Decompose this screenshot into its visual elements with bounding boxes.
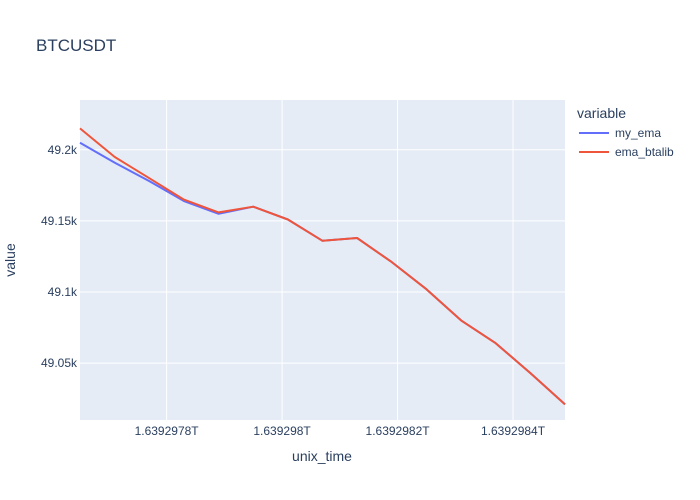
y-tick-label: 49.15k [41, 214, 78, 228]
y-tick-labels: 49.05k 49.1k 49.15k 49.2k [41, 143, 78, 370]
series-line-ema-btalib[interactable] [79, 127, 566, 406]
x-tick-labels: 1.6392978T 1.639298T 1.6392982T 1.6392984T [135, 424, 546, 438]
x-tick-label: 1.639298T [253, 424, 311, 438]
chart-title: BTCUSDT [36, 36, 116, 55]
legend-title: variable [577, 105, 626, 121]
y-axis-title: value [2, 243, 18, 277]
x-axis-title: unix_time [292, 448, 352, 464]
plot-area[interactable] [80, 100, 565, 420]
series-lines [79, 127, 566, 406]
legend: variable my_ema ema_btalib [577, 105, 674, 159]
x-tick-label: 1.6392984T [481, 424, 546, 438]
legend-label: ema_btalib [615, 145, 674, 159]
x-tick-label: 1.6392978T [135, 424, 200, 438]
legend-item-ema-btalib[interactable]: ema_btalib [579, 145, 674, 159]
y-tick-label: 49.05k [41, 356, 78, 370]
legend-item-my-ema[interactable]: my_ema [579, 126, 661, 140]
legend-label: my_ema [615, 126, 661, 140]
y-tick-label: 49.1k [48, 285, 78, 299]
x-tick-label: 1.6392982T [366, 424, 431, 438]
grid [80, 100, 565, 420]
y-tick-label: 49.2k [48, 143, 78, 157]
